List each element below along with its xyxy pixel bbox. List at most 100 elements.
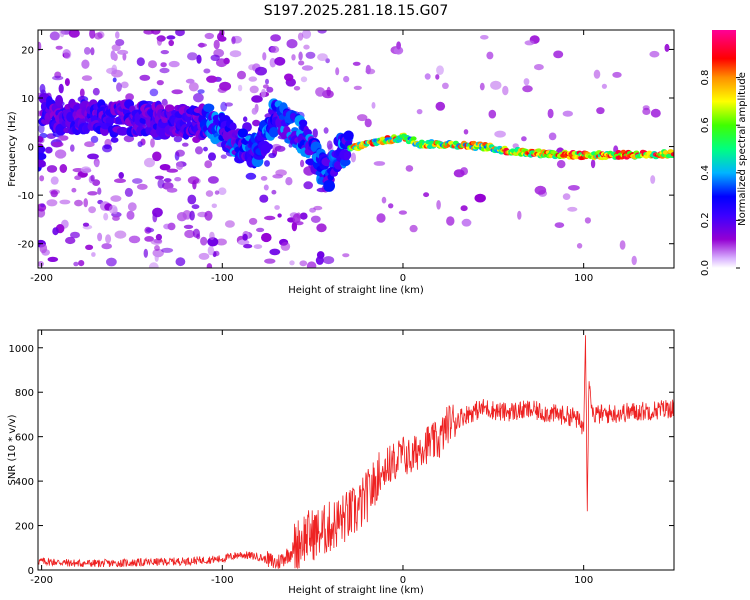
heatmap-cell [148,60,157,69]
heatmap-cell [161,99,168,107]
ridge-cell [670,152,674,157]
ridge-cell [340,158,351,167]
heatmap-cell [50,176,59,185]
heatmap-cell [312,128,318,138]
heatmap-cell [268,152,277,159]
heatmap-cell [446,216,455,226]
heatmap-cell [393,46,404,55]
heatmap-cell [160,50,169,55]
heatmap-cell [105,234,112,244]
heatmap-cell [289,260,295,266]
ridge-cell [323,179,335,192]
heatmap-cell [335,67,340,76]
heatmap-cell [207,245,215,256]
heatmap-cell [649,50,660,58]
heatmap-cell [547,108,554,119]
heatmap-cell [322,256,335,265]
heatmap-cell [192,228,200,238]
heatmap-cell [55,45,63,50]
heatmap-cell [117,49,129,55]
heatmap-cell [317,53,328,61]
heatmap-cell [442,82,449,90]
heatmap-cell [46,199,58,207]
heatmap-cell [373,161,386,166]
heatmap-cell [301,30,312,39]
colorbar-label: Normalized spectral amplitude [737,72,748,226]
heatmap-cell [102,144,113,153]
heatmap-cell [120,81,129,89]
heatmap-cell [350,152,356,163]
x-tick-label: -100 [211,273,234,284]
heatmap-cell [270,45,280,54]
heatmap-cell [255,66,267,76]
heatmap-cell [242,233,248,241]
heatmap-cell [256,227,265,233]
heatmap-cell [197,89,205,94]
spectrogram-frame [37,29,675,269]
heatmap-cell [92,87,100,96]
y-tick-label: 10 [21,94,34,105]
heatmap-cell [106,257,117,267]
heatmap-cell [150,138,155,148]
heatmap-cell [49,31,60,41]
heatmap-cell [74,199,83,207]
heatmap-cell [576,243,583,249]
heatmap-cell [409,224,418,233]
heatmap-cell [266,86,274,93]
heatmap-cell [38,41,42,51]
heatmap-cell [168,60,180,68]
ridge-cell [343,151,351,161]
heatmap-cell [90,135,99,143]
heatmap-cell [460,205,468,212]
heatmap-cell [185,78,195,84]
heatmap-cell [261,88,266,98]
heatmap-cell [114,178,126,183]
heatmap-cell [534,64,544,71]
heatmap-cell [125,93,134,101]
heatmap-cell [220,154,227,159]
heatmap-cell [187,176,200,185]
heatmap-cell [154,175,164,180]
heatmap-cell [423,192,430,198]
heatmap-cell [40,203,45,208]
heatmap-cell [91,252,96,257]
heatmap-cell [173,135,183,143]
heatmap-cell [303,181,314,190]
heatmap-cell [85,244,94,250]
heatmap-cell [248,64,256,71]
heatmap-cell [187,52,198,61]
figure-title: S197.2025.281.18.15.G07 [264,3,449,19]
heatmap-cell [58,83,64,94]
heatmap-cell [305,51,316,59]
heatmap-cell [326,140,333,150]
heatmap-cell [208,152,216,161]
heatmap-cell [81,59,90,69]
heatmap-cell [47,256,59,262]
heatmap-cell [631,255,637,266]
x-tick-label: 100 [574,575,593,586]
heatmap-cell [92,179,101,187]
heatmap-cell [299,260,308,267]
heatmap-cell [548,132,557,141]
heatmap-cell [209,231,215,241]
heatmap-cell [175,149,185,157]
heatmap-cell [90,174,95,182]
heatmap-cell [317,30,327,34]
heatmap-cell [175,257,186,267]
heatmap-cell [191,204,200,210]
ridge-cell [268,127,279,138]
heatmap-cell [214,190,220,195]
heatmap-cell [97,187,102,195]
ridge-cell [535,148,542,153]
heatmap-cell [291,54,296,61]
heatmap-cell [376,213,386,223]
heatmap-cell [343,75,350,83]
heatmap-cell [193,93,204,103]
heatmap-cell [166,168,179,173]
heatmap-cell [264,258,276,264]
heatmap-cell [68,30,80,38]
heatmap-cell [152,151,162,162]
heatmap-cell [149,88,159,97]
